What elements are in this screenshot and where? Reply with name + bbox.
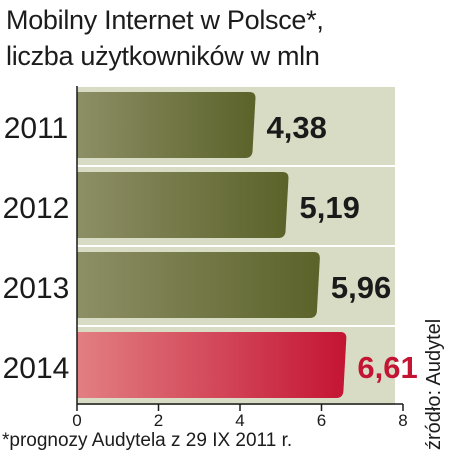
x-tick-label-6: 6 [317, 411, 326, 430]
bar-2014 [77, 332, 347, 398]
value-label-2011: 4,38 [266, 110, 326, 145]
bar-2011 [77, 92, 256, 158]
source-note: źródło: Audytel [423, 318, 445, 450]
category-label-2014: 2014 [3, 352, 70, 385]
category-label-2013: 2013 [3, 272, 70, 305]
chart-title: Mobilny Internet w Polsce*, liczba użytk… [6, 2, 386, 74]
x-tick-label-8: 8 [398, 411, 407, 430]
bar-2012 [77, 172, 289, 238]
value-label-2012: 5,19 [299, 190, 359, 225]
x-tick-label-4: 4 [235, 411, 244, 430]
value-label-2013: 5,96 [331, 270, 391, 305]
bar-2013 [77, 252, 320, 318]
category-label-2011: 2011 [4, 112, 69, 145]
footnote: *prognozy Audytela z 29 IX 2011 r. [2, 430, 293, 451]
x-tick-label-0: 0 [72, 411, 81, 430]
chart-title-line-2: liczba użytkowników w mln [6, 41, 320, 71]
chart-title-line-1: Mobilny Internet w Polsce*, [6, 5, 324, 35]
category-label-2012: 2012 [3, 192, 70, 225]
x-tick-label-2: 2 [154, 411, 163, 430]
value-label-2014: 6,61 [357, 350, 417, 385]
